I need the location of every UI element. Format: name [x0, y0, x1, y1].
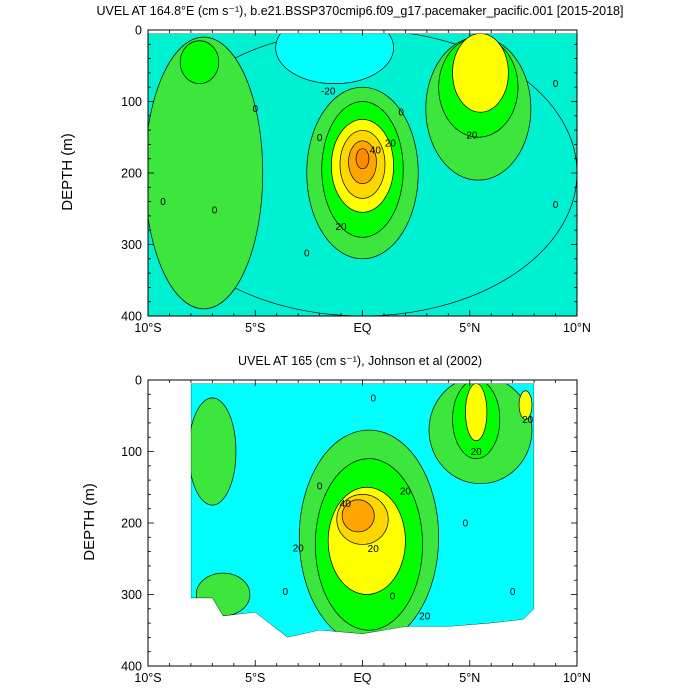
- top-panel-x-tick-label-1: 5°S: [245, 321, 265, 335]
- bottom-panel-x-tick-label-3: 5°N: [459, 671, 480, 685]
- top-panel: UVEL AT 164.8°E (cm s⁻¹), b.e21.BSSP370c…: [59, 4, 623, 335]
- bottom-panel-y-tick-label-4: 400: [121, 660, 142, 674]
- top-panel-contour-label-9: 0: [212, 206, 218, 217]
- top-panel-y-tick-label-0: 0: [135, 24, 142, 38]
- bottom-panel-y-tick-label-1: 100: [121, 445, 142, 459]
- bottom-panel-contour-label-8: 20: [368, 544, 380, 555]
- bottom-panel-y-axis-label: DEPTH (m): [81, 483, 98, 561]
- bottom-panel-contour-region-9: [465, 383, 488, 442]
- top-panel-contour-label-11: 0: [304, 249, 310, 260]
- top-panel-x-tick-label-4: 10°N: [563, 321, 591, 335]
- top-panel-contour-label-10: 20: [335, 222, 347, 233]
- top-panel-contour-region-9: [355, 148, 370, 170]
- top-panel-field: [148, 33, 577, 316]
- bottom-panel-y-tick-label-0: 0: [135, 374, 142, 388]
- bottom-panel-contour-label-12: 20: [419, 611, 431, 622]
- bottom-panel-contour-region-10: [518, 390, 533, 420]
- top-panel-contour-label-5: 0: [317, 133, 323, 144]
- top-panel-contour-label-6: 40: [370, 146, 382, 157]
- top-panel-y-tick-label-3: 300: [121, 238, 142, 252]
- bottom-panel-contour-region-0: [190, 397, 237, 506]
- top-panel-x-tick-label-3: 5°N: [459, 321, 480, 335]
- bottom-panel-contour-label-7: 20: [293, 544, 305, 555]
- top-panel-y-tick-label-2: 200: [121, 167, 142, 181]
- bottom-panel-contour-region-6: [341, 499, 375, 533]
- top-panel-contour-label-1: 0: [252, 104, 258, 115]
- top-panel-contour-region-3: [179, 40, 220, 84]
- top-panel-contour-region-12: [452, 33, 509, 113]
- bottom-panel: UVEL AT 165 (cm s⁻¹), Johnson et al (200…: [81, 354, 591, 685]
- bottom-panel-x-tick-label-1: 5°S: [245, 671, 265, 685]
- bottom-panel-field: [190, 383, 535, 638]
- bottom-panel-x-tick-label-2: EQ: [353, 671, 371, 685]
- top-panel-x-tick-label-2: EQ: [353, 321, 371, 335]
- bottom-panel-contour-label-1: 20: [522, 415, 534, 426]
- top-panel-y-tick-label-1: 100: [121, 95, 142, 109]
- top-panel-y-tick-label-4: 400: [121, 310, 142, 324]
- top-panel-contour-label-12: 0: [553, 200, 559, 211]
- bottom-panel-contour-label-6: 0: [463, 519, 469, 530]
- bottom-panel-title: UVEL AT 165 (cm s⁻¹), Johnson et al (200…: [238, 354, 482, 368]
- bottom-panel-contour-label-5: 40: [340, 499, 352, 510]
- bottom-panel-x-tick-label-0: 10°S: [134, 671, 161, 685]
- top-panel-contour-label-8: 0: [160, 197, 166, 208]
- bottom-panel-contour-label-4: 20: [400, 486, 412, 497]
- top-panel-contour-label-2: 0: [398, 108, 404, 119]
- bottom-panel-contour-label-9: 0: [282, 587, 288, 598]
- top-panel-contour-label-4: 20: [466, 131, 478, 142]
- bottom-panel-contour-region-1: [195, 572, 251, 617]
- top-panel-contour-label-3: 0: [553, 79, 559, 90]
- top-panel-contour-region-2: [148, 36, 264, 310]
- bottom-panel-y-tick-label-3: 300: [121, 588, 142, 602]
- top-panel-contour-label-0: -20: [321, 86, 336, 97]
- top-panel-contour-label-7: 20: [385, 138, 397, 149]
- bottom-panel-contour-label-11: 0: [510, 587, 516, 598]
- top-panel-contour-region-1: [275, 33, 394, 84]
- bottom-panel-contour-label-2: 20: [471, 447, 483, 458]
- top-panel-title: UVEL AT 164.8°E (cm s⁻¹), b.e21.BSSP370c…: [97, 4, 624, 18]
- top-panel-x-tick-label-0: 10°S: [134, 321, 161, 335]
- bottom-panel-contour-label-3: 0: [317, 481, 323, 492]
- top-panel-y-axis-label: DEPTH (m): [59, 133, 76, 211]
- bottom-panel-x-tick-label-4: 10°N: [563, 671, 591, 685]
- bottom-panel-y-tick-label-2: 200: [121, 517, 142, 531]
- bottom-panel-contour-label-10: 0: [390, 591, 396, 602]
- bottom-panel-contour-label-0: 0: [370, 393, 376, 404]
